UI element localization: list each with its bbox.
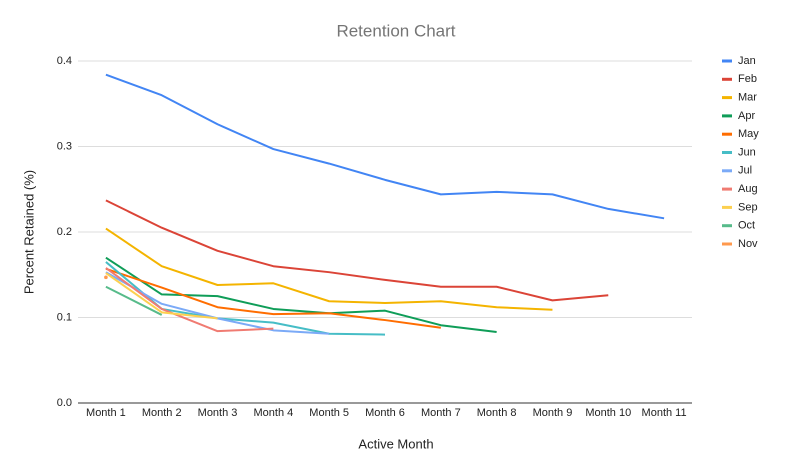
series-line [105, 285, 163, 316]
x-tick-label: Month 10 [585, 407, 631, 419]
series-point [104, 275, 108, 280]
legend-label: Apr [738, 110, 755, 122]
legend-label: Jul [738, 165, 752, 177]
y-tick-label: 0.1 [57, 311, 72, 323]
x-tick-label: Month 5 [309, 407, 349, 419]
y-tick-label: 0.2 [57, 226, 72, 238]
x-tick-label: Month 1 [86, 407, 126, 419]
legend-label: Nov [738, 238, 758, 250]
x-tick-label: Month 9 [533, 407, 573, 419]
legend-label: Jan [738, 55, 756, 67]
series-line [105, 267, 274, 333]
x-tick-label: Month 8 [477, 407, 517, 419]
legend-label: Oct [738, 220, 755, 232]
x-tick-label: Month 4 [253, 407, 293, 419]
x-tick-label: Month 11 [642, 407, 687, 419]
legend-label: Feb [738, 73, 757, 85]
x-tick-label: Month 6 [365, 407, 405, 419]
y-tick-label: 0.3 [57, 140, 72, 152]
series-line [105, 73, 665, 220]
x-tick-label: Month 2 [142, 407, 182, 419]
legend-label: Sep [738, 201, 758, 213]
x-tick-label: Month 3 [198, 407, 238, 419]
legend-label: Mar [738, 92, 757, 104]
y-tick-label: 0.0 [57, 397, 72, 409]
series-line [105, 272, 218, 320]
series-line [105, 267, 441, 329]
legend-label: May [738, 128, 759, 140]
series-line [105, 199, 609, 302]
legend-label: Aug [738, 183, 758, 195]
series-line [105, 227, 553, 311]
series-line [105, 256, 497, 334]
x-tick-label: Month 7 [421, 407, 461, 419]
x-axis-label: Active Month [358, 436, 433, 451]
legend-label: Jun [738, 146, 756, 158]
y-axis-label: Percent Retained (%) [21, 170, 36, 294]
chart-title: Retention Chart [336, 21, 455, 40]
y-tick-label: 0.4 [57, 55, 72, 67]
